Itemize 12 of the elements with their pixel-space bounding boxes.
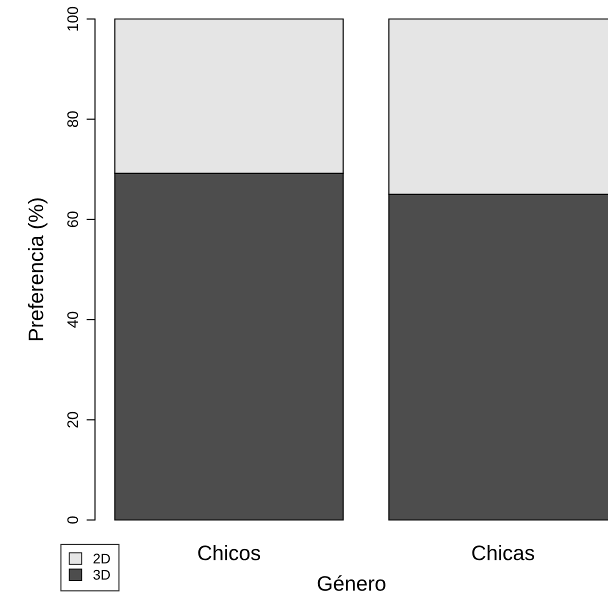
y-tick-label: 60 (67, 212, 78, 228)
legend-label: 2D (94, 554, 110, 564)
x-axis-title: Género (318, 575, 386, 591)
y-axis-title: Preferencia (%) (28, 198, 48, 340)
x-tick-label: Chicas (472, 545, 534, 560)
legend-label: 3D (93, 570, 110, 580)
x-tick-label: Chicos (198, 545, 260, 560)
y-tick-label: 100 (67, 6, 78, 31)
y-tick-label: 20 (67, 412, 78, 428)
y-tick-label: 80 (67, 111, 78, 128)
y-tick-label: 0 (67, 516, 78, 524)
y-tick-label: 40 (67, 312, 78, 328)
